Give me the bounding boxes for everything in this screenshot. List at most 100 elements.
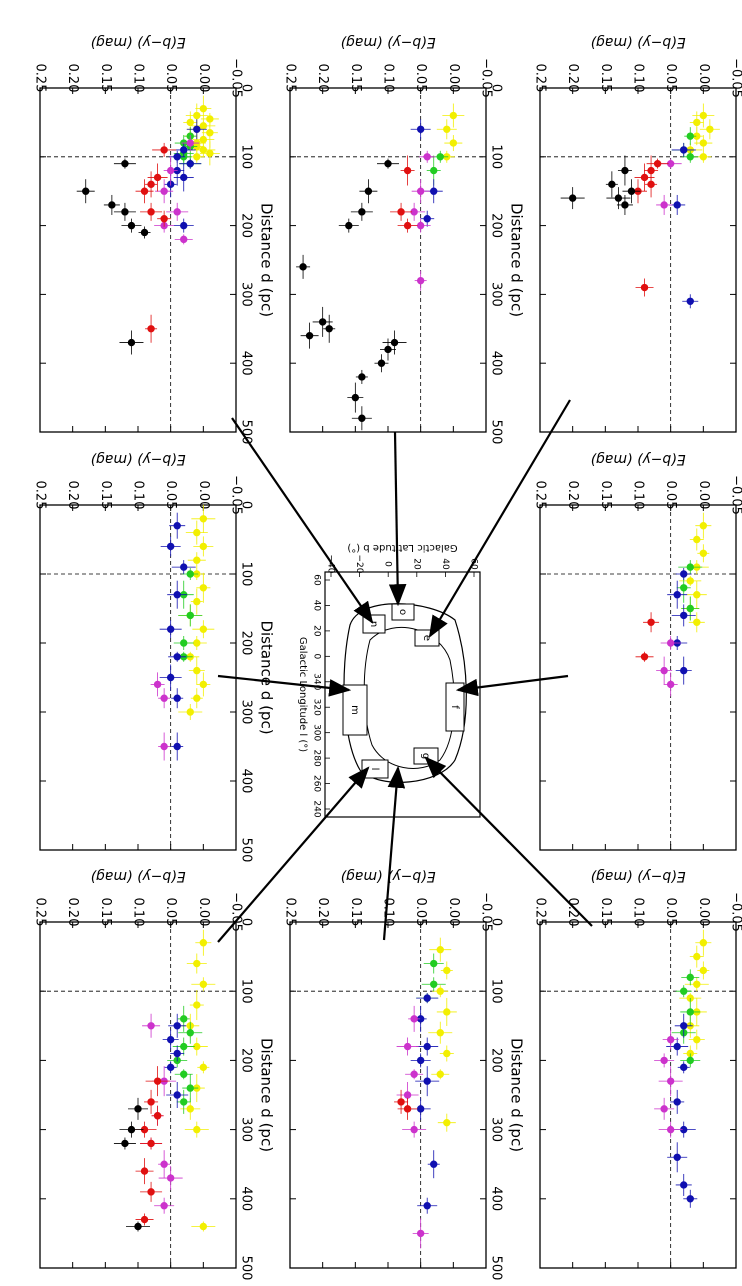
data-point-yellow [450,112,456,118]
data-point-black [385,346,391,352]
data-point-green [687,154,693,160]
data-point-magenta [417,222,423,228]
x-tick-label: 200 [739,631,742,656]
x-tick-label: 400 [239,1186,254,1211]
data-point-blue [417,1057,423,1063]
map-xlabel: Galactic Longitude l (°) [297,637,308,752]
data-point-red [148,1189,154,1195]
data-point-blue [174,654,180,660]
y-tick-label: 0.15 [598,898,613,927]
data-point-red [148,209,154,215]
data-point-black [122,1140,128,1146]
data-point-blue [181,564,187,570]
arrow [232,418,372,622]
data-point-blue [167,626,173,632]
data-point-magenta [154,681,160,687]
data-point-magenta [424,154,430,160]
data-point-blue [167,1064,173,1070]
region-label: l [369,768,380,771]
data-point-black [359,415,365,421]
y-tick-label: 0.20 [315,898,330,927]
x-tick-label: 200 [239,1048,254,1073]
data-point-black [359,209,365,215]
lon-tick-label: 40 [312,600,322,612]
plot-frame [540,505,736,850]
y-tick-label: 0.10 [631,898,646,927]
data-point-yellow [700,154,706,160]
data-point-magenta [661,1106,667,1112]
data-point-black [128,1126,134,1132]
y-tick-label: 0.25 [283,64,298,93]
x-tick-label: 500 [739,838,742,863]
data-point-yellow [194,667,200,673]
data-point-blue [181,222,187,228]
data-point-yellow [450,140,456,146]
data-point-black [569,195,575,201]
data-point-yellow [700,550,706,556]
data-point-green [437,154,443,160]
x-tick-label: 400 [739,351,742,376]
data-point-blue [687,298,693,304]
y-tick-label: 0.25 [33,64,48,93]
data-point-magenta [661,1057,667,1063]
data-point-blue [174,523,180,529]
x-tick-label: 200 [239,213,254,238]
data-point-blue [181,174,187,180]
data-point-black [326,326,332,332]
data-point-yellow [200,1223,206,1229]
x-tick-label: 400 [489,1186,504,1211]
data-point-yellow [200,543,206,549]
region-label: m [349,705,360,715]
x-tick-label: 100 [739,562,742,587]
data-point-magenta [661,202,667,208]
lon-tick-label: 20 [312,625,322,637]
data-point-yellow [187,119,193,125]
x-axis-label: Distance d (pc) [258,1038,276,1152]
data-point-yellow [694,953,700,959]
data-point-blue [674,1043,680,1049]
y-tick-label: −0.05 [479,58,494,98]
data-point-blue [174,1050,180,1056]
lon-tick-label: 300 [312,724,322,741]
data-point-blue [417,1106,423,1112]
lon-tick-label: 320 [312,699,322,716]
y-tick-label: 0.10 [131,64,146,93]
data-point-black [128,339,134,345]
y-tick-label: 0.15 [98,64,113,93]
data-point-yellow [194,529,200,535]
data-point-black [365,188,371,194]
region-label: n [368,621,379,627]
lon-tick-label: 340 [312,673,322,690]
data-point-blue [417,126,423,132]
data-point-green [181,1071,187,1077]
data-point-green [181,1099,187,1105]
data-point-green [181,640,187,646]
data-point-blue [431,1161,437,1167]
x-tick-label: 500 [239,838,254,863]
y-axis-label: E(b−y) (mag) [90,451,185,467]
x-tick-label: 400 [739,769,742,794]
data-point-blue [174,592,180,598]
y-axis-label: E(b−y) (mag) [590,451,685,467]
data-point-blue [674,1154,680,1160]
data-point-blue [174,1023,180,1029]
x-tick-label: 100 [739,144,742,169]
data-point-yellow [694,981,700,987]
y-tick-label: 0.20 [65,64,80,93]
region-label: o [397,609,408,615]
data-point-magenta [411,1016,417,1022]
y-tick-label: 0.15 [598,481,613,510]
data-point-black [391,339,397,345]
x-tick-label: 100 [489,144,504,169]
data-point-blue [674,592,680,598]
data-point-magenta [161,695,167,701]
data-point-yellow [207,130,213,136]
data-point-blue [181,147,187,153]
data-point-yellow [200,585,206,591]
data-point-yellow [687,578,693,584]
panel-left-middle: 0100200300400500−0.050.000.050.100.150.2… [33,451,276,862]
data-point-magenta [411,1071,417,1077]
panel-middle-bottom: 0100200300400500−0.050.000.050.100.150.2… [283,868,526,1280]
x-tick-label: 200 [239,631,254,656]
y-tick-label: 0.10 [131,898,146,927]
